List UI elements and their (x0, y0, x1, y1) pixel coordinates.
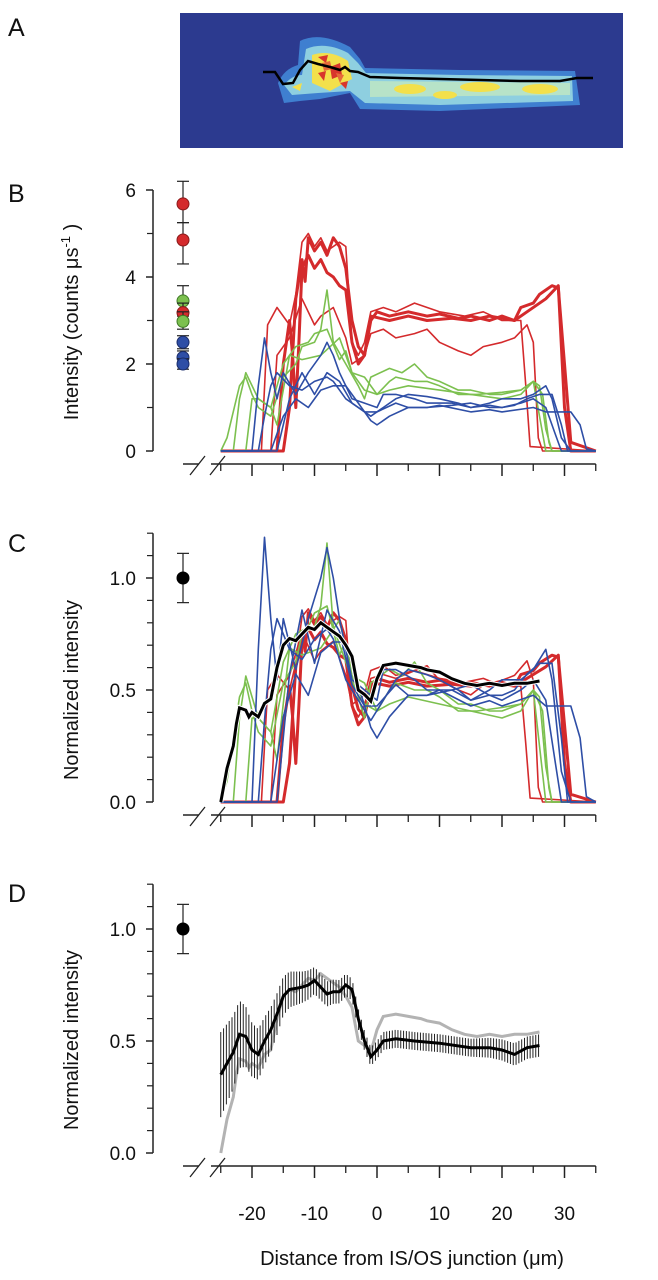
normalized-trace-red (220, 630, 596, 803)
y-title-superscript: -1 (58, 236, 73, 248)
y-tick-label: 6 (125, 181, 136, 202)
normalized-trace-green (220, 542, 596, 803)
data-point-black (176, 922, 190, 936)
x-tick-label: 20 (491, 1204, 512, 1225)
axis-break-mark (209, 455, 226, 476)
y-tick-label: 1.0 (110, 920, 136, 941)
data-point-green (176, 314, 190, 328)
y-tick-label: 0.0 (110, 1144, 136, 1165)
trace-red (220, 253, 596, 453)
trace-blue (220, 337, 596, 452)
panel-c-y-axis-title: Normalized intensity (61, 600, 83, 780)
data-point-red (176, 233, 190, 247)
y-tick-label: 2 (125, 355, 136, 376)
panel-label-d: D (8, 880, 26, 908)
trace-green (220, 289, 596, 452)
y-tick-label: 0.5 (110, 1032, 136, 1053)
normalized-trace-red (220, 626, 596, 804)
y-title-end: ) (61, 224, 83, 236)
axis-break-mark (189, 806, 206, 827)
y-tick-label: 0.5 (110, 681, 136, 702)
panel-label-a: A (8, 14, 25, 42)
grey-mean-trace (219, 971, 540, 1154)
axis-break-gap (199, 1163, 211, 1169)
mean-trace (219, 978, 540, 1076)
panel-a-image (180, 13, 623, 148)
panel-b-y-axis-title: Intensity (counts μs-1 ) (58, 224, 83, 421)
cell-fluorescence (278, 37, 580, 111)
panel-b-chart: 0 2 4 6 (125, 180, 597, 476)
y-tick-label: 0.0 (110, 793, 136, 814)
data-point-blue (176, 335, 190, 349)
axis-break-mark (189, 455, 206, 476)
y-tick-label: 4 (125, 268, 136, 289)
mean-trace-halo (218, 619, 540, 803)
trace-blue (220, 371, 596, 452)
normalized-trace-blue (220, 609, 596, 803)
y-tick-label: 1.0 (110, 569, 136, 590)
axis-break-mark (189, 1157, 206, 1178)
axis-break-mark (209, 806, 226, 827)
x-tick-labels: -20 -10 0 10 20 30 (238, 1204, 575, 1225)
trace-blue (220, 371, 596, 452)
panel-c-chart: 0.0 0.5 1.0 (110, 532, 597, 827)
trace-red (220, 297, 596, 452)
x-tick-label: 0 (372, 1204, 383, 1225)
panel-d-y-axis-title: Normalized intensity (61, 950, 83, 1130)
axis-break-gap (199, 812, 211, 818)
x-tick-label: -20 (238, 1204, 265, 1225)
axis-break-mark (209, 1157, 226, 1178)
trace-red (220, 232, 596, 452)
data-point-blue (176, 357, 190, 371)
panel-label-b: B (8, 180, 25, 208)
trace-red (220, 236, 597, 453)
data-point-black (176, 571, 190, 585)
x-tick-label: 10 (429, 1204, 450, 1225)
panel-label-c: C (8, 530, 26, 558)
x-axis-title: Distance from IS/OS junction (μm) (260, 1248, 564, 1270)
y-tick-label: 0 (125, 442, 136, 463)
x-tick-label: -10 (301, 1204, 328, 1225)
normalized-trace-blue (220, 617, 596, 803)
trace-green (220, 328, 596, 452)
mean-trace (219, 620, 540, 803)
y-title-main: Intensity (counts μs (61, 248, 83, 421)
data-point-red (176, 197, 190, 211)
cell-profile-line (263, 59, 593, 86)
x-tick-label: 30 (554, 1204, 575, 1225)
axis-break-gap (199, 461, 211, 467)
panel-d-chart: 0.0 0.5 1.0 (110, 883, 597, 1178)
trace-green (220, 337, 596, 452)
